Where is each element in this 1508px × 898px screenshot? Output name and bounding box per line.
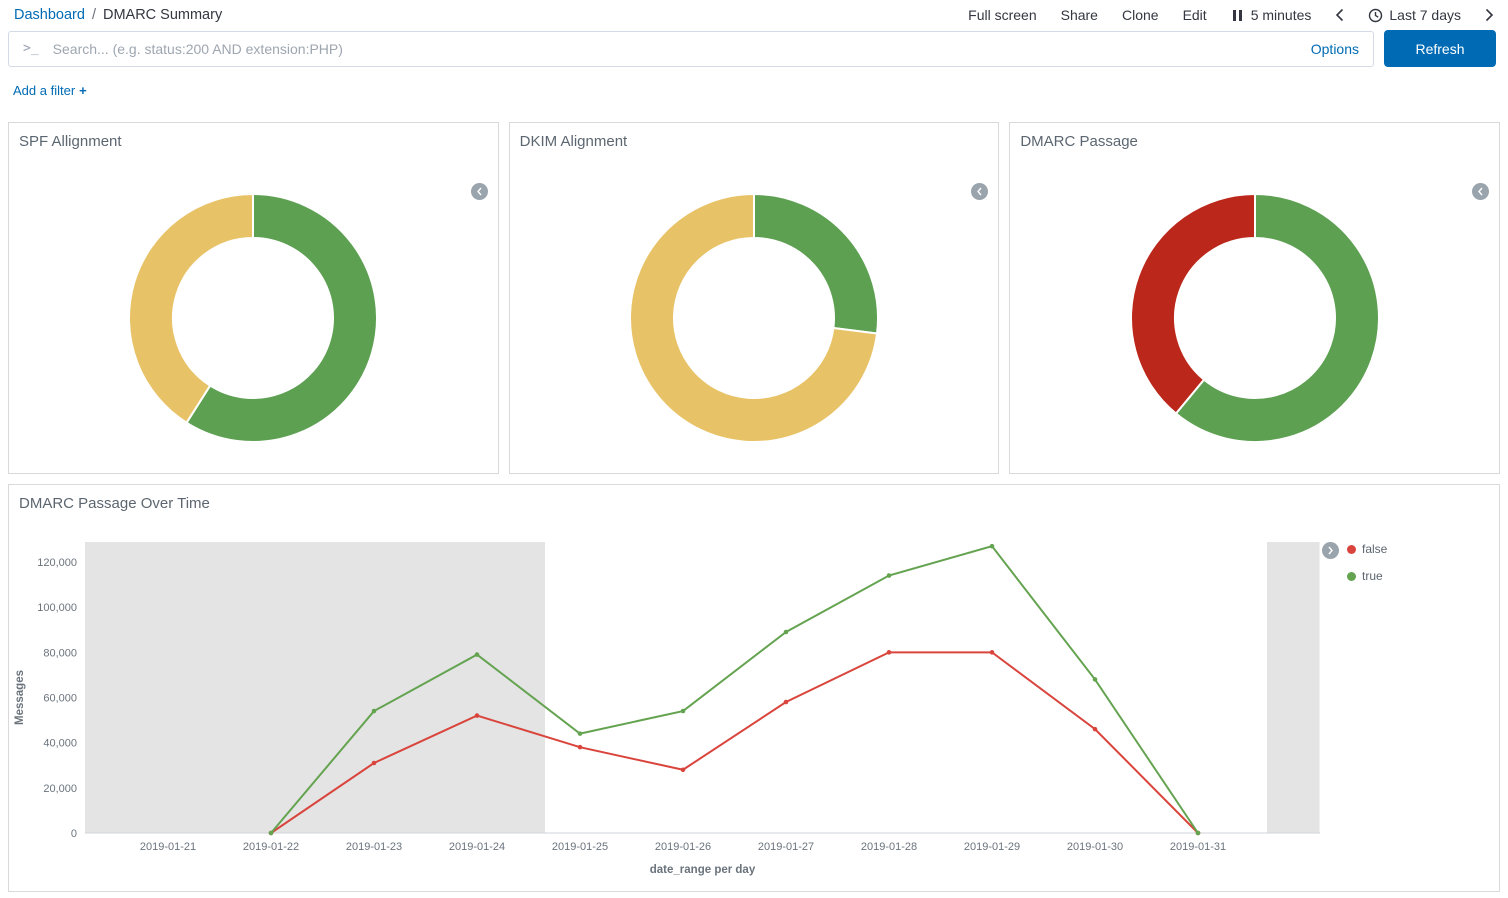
legend-entry[interactable]: true bbox=[1347, 569, 1399, 583]
panel-title: DMARC Passage bbox=[1010, 123, 1499, 150]
svg-text:0: 0 bbox=[71, 828, 77, 840]
panel-title: DMARC Passage Over Time bbox=[9, 485, 1499, 512]
legend-label: false bbox=[1362, 542, 1387, 556]
filter-bar: Add a filter + bbox=[0, 67, 1508, 122]
svg-text:2019-01-30: 2019-01-30 bbox=[1067, 841, 1123, 853]
plus-icon: + bbox=[79, 83, 87, 98]
clock-icon bbox=[1368, 8, 1383, 23]
svg-text:20,000: 20,000 bbox=[43, 783, 77, 795]
time-forward-icon[interactable] bbox=[1485, 8, 1494, 22]
legend-toggle-icon[interactable] bbox=[1472, 183, 1489, 200]
svg-text:2019-01-25: 2019-01-25 bbox=[552, 841, 608, 853]
breadcrumb-dashboard-link[interactable]: Dashboard bbox=[14, 7, 85, 23]
query-prompt-icon: >_ bbox=[23, 41, 39, 56]
search-input[interactable] bbox=[51, 40, 1301, 58]
svg-text:2019-01-21: 2019-01-21 bbox=[140, 841, 196, 853]
spf-alignment-donut-chart[interactable] bbox=[125, 190, 381, 451]
dkim-alignment-donut-chart[interactable] bbox=[626, 190, 882, 451]
dashboard-grid: SPF Allignment DKIM Alignment DMARC Pass… bbox=[0, 122, 1508, 892]
svg-text:2019-01-23: 2019-01-23 bbox=[346, 841, 402, 853]
time-range-label: Last 7 days bbox=[1389, 7, 1461, 23]
svg-text:Messages: Messages bbox=[14, 670, 26, 725]
edit-button[interactable]: Edit bbox=[1183, 7, 1207, 23]
legend-toggle-icon[interactable] bbox=[1322, 542, 1339, 559]
add-filter-link[interactable]: Add a filter + bbox=[13, 83, 87, 98]
legend-toggle-icon[interactable] bbox=[471, 183, 488, 200]
legend-entry[interactable]: false bbox=[1347, 542, 1399, 556]
legend-dot bbox=[1347, 545, 1356, 554]
panel-dmarc-passage-over-time: DMARC Passage Over Time 0 20,000 40,000 60,… bbox=[8, 484, 1500, 892]
breadcrumb: Dashboard / DMARC Summary bbox=[14, 7, 222, 23]
time-back-icon[interactable] bbox=[1335, 8, 1344, 22]
donut-panels-row: SPF Allignment DKIM Alignment DMARC Pass… bbox=[8, 122, 1500, 474]
svg-text:2019-01-29: 2019-01-29 bbox=[964, 841, 1020, 853]
panel-title: DKIM Alignment bbox=[510, 123, 999, 150]
options-link[interactable]: Options bbox=[1311, 41, 1359, 57]
pause-icon[interactable] bbox=[1233, 10, 1242, 21]
dmarc-passage-donut-chart[interactable] bbox=[1127, 190, 1383, 451]
query-bar: >_ Options Refresh bbox=[0, 28, 1508, 67]
full-screen-button[interactable]: Full screen bbox=[968, 7, 1036, 23]
svg-text:120,000: 120,000 bbox=[37, 557, 77, 569]
top-nav-menu: Full screen Share Clone Edit 5 minutes L… bbox=[944, 7, 1494, 23]
share-button[interactable]: Share bbox=[1061, 7, 1098, 23]
panel-dkim-alignment: DKIM Alignment bbox=[509, 122, 1000, 474]
panel-spf-alignment: SPF Allignment bbox=[8, 122, 499, 474]
breadcrumb-separator: / bbox=[92, 7, 96, 23]
refresh-interval-label[interactable]: 5 minutes bbox=[1251, 7, 1312, 23]
top-nav-bar: Dashboard / DMARC Summary Full screen Sh… bbox=[0, 0, 1508, 28]
svg-text:40,000: 40,000 bbox=[43, 738, 77, 750]
svg-text:2019-01-22: 2019-01-22 bbox=[243, 841, 299, 853]
svg-text:60,000: 60,000 bbox=[43, 693, 77, 705]
svg-text:2019-01-24: 2019-01-24 bbox=[449, 841, 505, 853]
refresh-button[interactable]: Refresh bbox=[1384, 30, 1496, 67]
dmarc-passage-line-chart[interactable]: 0 20,000 40,000 60,000 80,000 100,000 120,000 2… bbox=[9, 513, 1499, 892]
chart-legend: false true bbox=[1347, 542, 1399, 596]
clone-button[interactable]: Clone bbox=[1122, 7, 1159, 23]
legend-label: true bbox=[1362, 569, 1383, 583]
svg-text:80,000: 80,000 bbox=[43, 647, 77, 659]
svg-text:date_range per day: date_range per day bbox=[650, 864, 756, 876]
legend-dot bbox=[1347, 572, 1356, 581]
svg-text:2019-01-26: 2019-01-26 bbox=[655, 841, 711, 853]
panel-dmarc-passage: DMARC Passage bbox=[1009, 122, 1500, 474]
svg-text:2019-01-27: 2019-01-27 bbox=[758, 841, 814, 853]
time-picker[interactable]: Last 7 days bbox=[1368, 7, 1461, 23]
svg-text:100,000: 100,000 bbox=[37, 602, 77, 614]
svg-text:2019-01-31: 2019-01-31 bbox=[1170, 841, 1226, 853]
panel-title: SPF Allignment bbox=[9, 123, 498, 150]
add-filter-label: Add a filter bbox=[13, 83, 75, 98]
svg-text:2019-01-28: 2019-01-28 bbox=[861, 841, 917, 853]
page-title: DMARC Summary bbox=[103, 7, 222, 23]
search-bar[interactable]: >_ Options bbox=[8, 31, 1374, 67]
